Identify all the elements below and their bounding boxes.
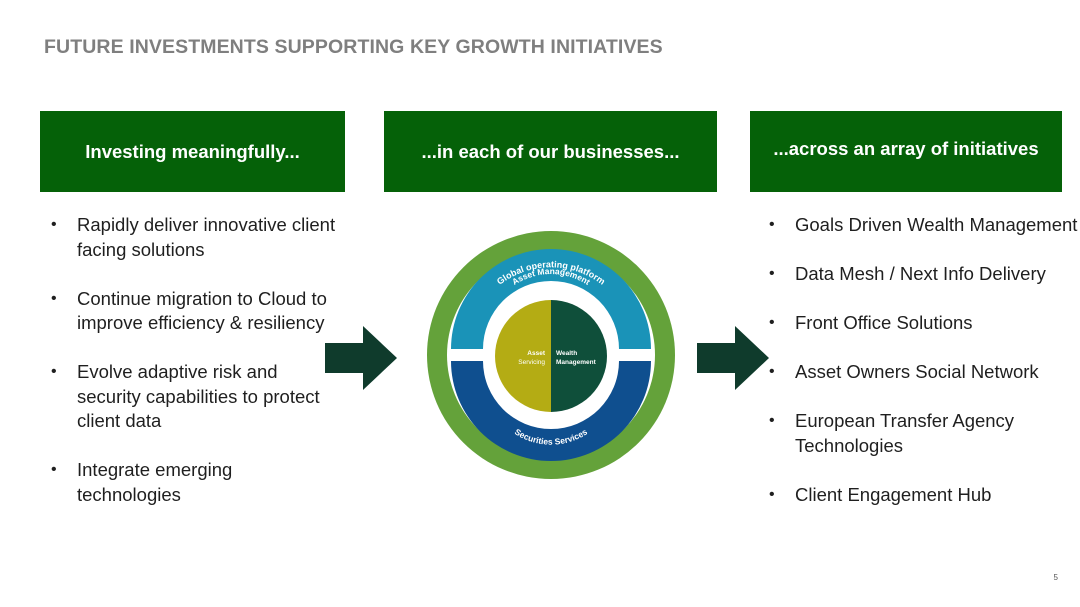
page-number: 5 [1054, 573, 1058, 582]
list-item-text: Asset Owners Social Network [795, 361, 1039, 382]
list-item: • Continue migration to Cloud to improve … [41, 287, 341, 336]
list-item: • Goals Driven Wealth Management [759, 213, 1079, 238]
initiatives-list: • Goals Driven Wealth Management • Data Me… [759, 213, 1079, 532]
list-item-text: European Transfer Agency Technologies [795, 410, 1014, 456]
bullet-icon: • [769, 483, 775, 508]
list-item: • Asset Owners Social Network [759, 360, 1079, 385]
list-item: • Integrate emerging technologies [41, 458, 341, 507]
bullet-icon: • [51, 458, 57, 483]
list-item-text: Rapidly deliver innovative client facing… [77, 214, 335, 260]
list-item: • European Transfer Agency Technologies [759, 409, 1079, 458]
page-title: FUTURE INVESTMENTS SUPPORTING KEY GROWTH… [44, 36, 663, 59]
bullet-icon: • [769, 262, 775, 287]
list-item-text: Continue migration to Cloud to improve e… [77, 288, 327, 334]
header-initiatives: ...across an array of initiatives [750, 111, 1062, 192]
investment-list: • Rapidly deliver innovative client facin… [41, 213, 341, 532]
asset-servicing-label-line1: Asset [527, 350, 546, 357]
list-item: • Client Engagement Hub [759, 483, 1079, 508]
bullet-icon: • [769, 213, 775, 238]
bullet-icon: • [769, 360, 775, 385]
right-arrow-icon [325, 326, 397, 390]
list-item-text: Goals Driven Wealth Management [795, 214, 1077, 235]
list-item-text: Integrate emerging technologies [77, 459, 232, 505]
header-investing-label: Investing meaningfully... [85, 141, 300, 163]
header-investing: Investing meaningfully... [40, 111, 345, 192]
wealth-management-label-line1: Wealth [556, 350, 577, 357]
list-item-text: Evolve adaptive risk and security capabi… [77, 361, 320, 431]
list-item: • Evolve adaptive risk and security capab… [41, 360, 341, 434]
list-item: • Data Mesh / Next Info Delivery [759, 262, 1079, 287]
header-initiatives-label: ...across an array of initiatives [773, 138, 1038, 160]
wealth-management-label-line2: Management [556, 359, 597, 366]
bullet-icon: • [51, 213, 57, 238]
header-businesses-label: ...in each of our businesses... [421, 141, 679, 163]
list-item-text: Data Mesh / Next Info Delivery [795, 263, 1046, 284]
list-item: • Rapidly deliver innovative client facin… [41, 213, 341, 262]
list-item-text: Front Office Solutions [795, 312, 973, 333]
header-businesses: ...in each of our businesses... [384, 111, 717, 192]
list-item: • Front Office Solutions [759, 311, 1079, 336]
list-item-text: Client Engagement Hub [795, 484, 991, 505]
asset-servicing-label-line2: Servicing [518, 359, 545, 366]
bullet-icon: • [51, 360, 57, 385]
bullet-icon: • [769, 311, 775, 336]
bullet-icon: • [769, 409, 775, 434]
bullet-icon: • [51, 287, 57, 312]
business-platform-diagram: Global operating platform Asset Manageme… [426, 230, 676, 480]
